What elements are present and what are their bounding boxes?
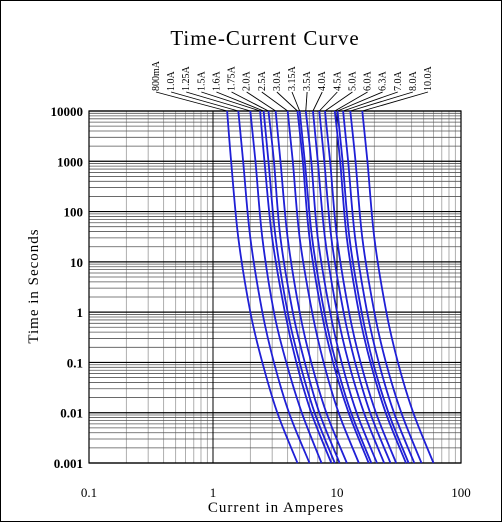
- curve-1_0A: [237, 110, 311, 464]
- curve-3_5A: [304, 110, 378, 464]
- curve-6_3A: [336, 110, 410, 464]
- curve-3_15A: [298, 110, 373, 464]
- curve-1_25A: [249, 110, 323, 464]
- x-tick-labels: 0.1 1 10 100: [81, 485, 471, 500]
- rating-labels: 800mA 1.0A 1.25A 1.5A 1.6A 1.75A 2.0A 2.5A 3.0A 3…: [151, 60, 434, 91]
- rating-leader-line: [170, 91, 239, 112]
- y-tick-labels: 10000 1000 100 10 1 0.1 0.01 0.001: [51, 104, 84, 471]
- curve-1_6A: [262, 110, 336, 464]
- rating-leader-line: [318, 91, 338, 112]
- rating-leader-line: [276, 91, 298, 112]
- curve-10_0A: [361, 110, 435, 464]
- curve-800mA: [226, 110, 299, 464]
- curve-4_5A: [318, 110, 392, 464]
- rating-leader-line: [305, 91, 308, 112]
- curve-2_5A: [286, 110, 360, 464]
- rating-leader-line: [324, 91, 353, 112]
- rating-leader-line: [201, 91, 261, 112]
- curve-4_0A: [312, 110, 385, 464]
- rating-label: 3.0A: [272, 71, 283, 92]
- curve-8_0A: [349, 110, 423, 464]
- curve-7_0A: [342, 110, 416, 464]
- rating-label: 10.0A: [423, 66, 434, 92]
- rating-label: 2.0A: [242, 70, 253, 91]
- y-tick-label: 10000: [51, 104, 84, 119]
- curve-5_0A: [324, 110, 397, 464]
- x-axis-title: Current in Amperes: [208, 500, 344, 516]
- rating-leader-line: [337, 91, 383, 112]
- fuse-curves: [226, 110, 435, 464]
- rating-label: 7.0A: [393, 71, 404, 92]
- rating-label: 8.0A: [408, 71, 419, 92]
- rating-leader-lines: [155, 91, 429, 112]
- rating-leader-line: [231, 91, 269, 112]
- y-tick-label: 10: [70, 255, 83, 270]
- rating-leader-line: [216, 91, 264, 112]
- rating-label: 2.5A: [257, 71, 268, 92]
- rating-label: 800mA: [151, 60, 162, 91]
- rating-label: 1.25A: [181, 66, 192, 92]
- y-tick-label: 100: [64, 205, 84, 220]
- curve-1_5A: [259, 110, 333, 464]
- rating-leader-line: [186, 91, 251, 112]
- rating-label: 6.3A: [378, 71, 389, 92]
- y-tick-label: 1000: [57, 154, 83, 169]
- y-tick-label: 1: [77, 305, 84, 320]
- rating-label: 1.0A: [166, 71, 177, 92]
- rating-label: 1.5A: [196, 71, 207, 92]
- y-tick-label: 0.01: [60, 406, 83, 421]
- rating-leader-line: [350, 91, 414, 112]
- rating-label: 3.15A: [287, 66, 298, 92]
- y-axis-title: Time in Seconds: [26, 228, 42, 343]
- rating-label: 4.0A: [317, 71, 328, 92]
- curve-1_75A: [267, 110, 341, 464]
- rating-label: 1.6A: [211, 71, 222, 92]
- rating-leader-line: [246, 91, 276, 112]
- rating-leader-line: [155, 91, 228, 112]
- curve-2_0A: [274, 110, 348, 464]
- rating-label: 1.75A: [227, 66, 238, 91]
- y-tick-label: 0.1: [67, 355, 83, 370]
- rating-label: 6.0A: [363, 71, 374, 92]
- plot-area-border: [88, 110, 462, 464]
- rating-leader-line: [334, 91, 368, 112]
- y-tick-label: 0.001: [54, 456, 83, 471]
- rating-leader-line: [291, 91, 301, 112]
- rating-leader-line: [312, 91, 323, 112]
- x-tick-label: 1: [210, 485, 217, 500]
- rating-label: 5.0A: [347, 71, 358, 92]
- curve-3_0A: [296, 110, 370, 464]
- x-tick-label: 100: [451, 485, 471, 500]
- rating-label: 4.5A: [332, 71, 343, 92]
- rating-leader-line: [342, 91, 398, 112]
- curve-6_0A: [333, 110, 407, 464]
- x-tick-label: 10: [331, 485, 344, 500]
- chart-title: Time-Current Curve: [170, 26, 359, 50]
- rating-leader-line: [362, 91, 429, 112]
- rating-label: 3.5A: [302, 71, 313, 92]
- x-tick-label: 0.1: [81, 485, 97, 500]
- rating-leader-line: [261, 91, 288, 112]
